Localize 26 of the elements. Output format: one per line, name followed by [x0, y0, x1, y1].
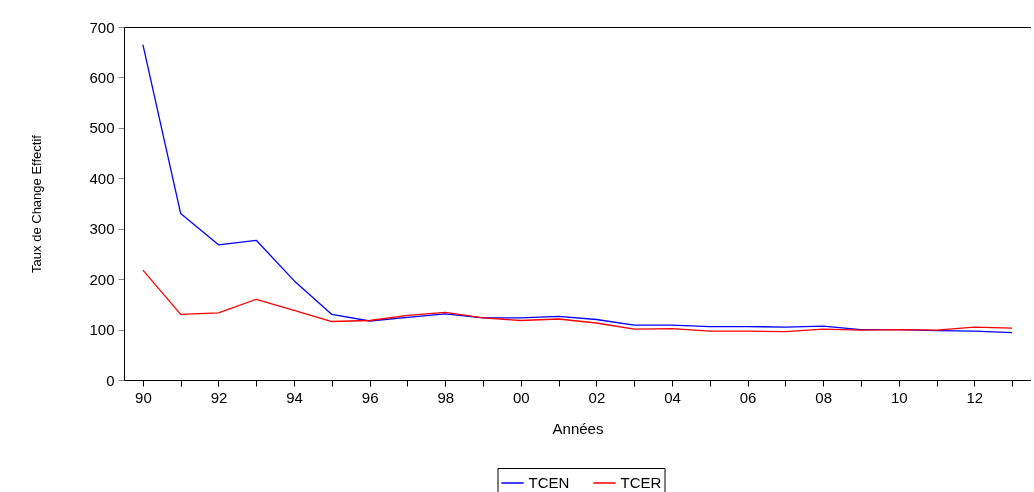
y-tick-label: 300: [89, 220, 115, 238]
line-series: [142, 269, 1013, 333]
y-tick-label: 0: [106, 371, 115, 389]
y-tick-label: 600: [89, 68, 115, 86]
x-tick-label: 04: [664, 388, 681, 406]
x-tick-label: 12: [966, 388, 984, 406]
y-tick-label: 500: [89, 119, 115, 137]
x-tick-label: 00: [512, 388, 530, 406]
x-tick-label: 92: [210, 388, 228, 406]
y-tick-label: 700: [89, 18, 115, 36]
x-tick-label: 94: [286, 388, 303, 406]
y-tick-label: 200: [89, 270, 115, 288]
x-tick-label: 10: [890, 388, 908, 406]
y-tick-label: 400: [89, 169, 115, 187]
x-tick-label: 96: [361, 388, 379, 406]
y-tick-label: 100: [89, 321, 115, 339]
x-tick-label: 90: [135, 388, 152, 406]
y-axis-title: Taux de Change Effectif: [29, 134, 45, 273]
legend-label: TCER: [620, 474, 662, 491]
x-tick-label: 06: [739, 388, 757, 406]
line-series: [142, 44, 1013, 334]
x-tick-label: 98: [437, 388, 455, 406]
x-axis-title: Années: [552, 419, 604, 437]
legend-label: TCEN: [528, 474, 570, 491]
x-tick-label: 08: [815, 388, 832, 406]
x-tick-label: 02: [588, 388, 606, 406]
